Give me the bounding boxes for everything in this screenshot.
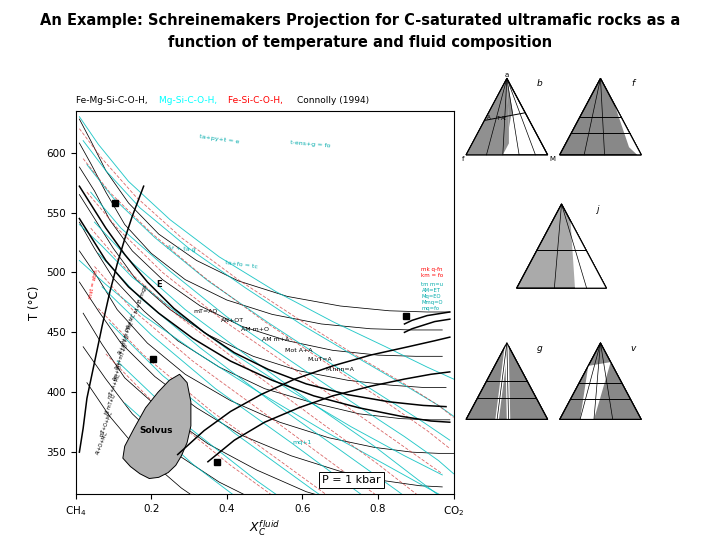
Text: ta+fo = tc: ta+fo = tc bbox=[225, 260, 258, 270]
Polygon shape bbox=[466, 78, 509, 155]
Text: M.uT=A: M.uT=A bbox=[307, 357, 332, 362]
Text: f: f bbox=[462, 156, 464, 161]
Text: f: f bbox=[631, 79, 634, 88]
Text: ta+py+t = e: ta+py+t = e bbox=[199, 134, 240, 145]
Text: P = 1 kbar: P = 1 kbar bbox=[323, 475, 381, 485]
Polygon shape bbox=[466, 78, 548, 155]
Text: At+O+MC: At+O+MC bbox=[95, 430, 109, 455]
Text: M mT+O: M mT+O bbox=[104, 393, 117, 415]
Text: M: M bbox=[549, 156, 555, 161]
Polygon shape bbox=[559, 78, 642, 155]
Text: AM m+A: AM m+A bbox=[262, 337, 289, 342]
Text: mT+A+MC: mT+A+MC bbox=[107, 373, 122, 400]
Text: j: j bbox=[595, 205, 598, 214]
Polygon shape bbox=[517, 204, 606, 288]
Text: Am+mT+O: Am+mT+O bbox=[114, 342, 130, 370]
Text: Mg-Si-C-O-H,: Mg-Si-C-O-H, bbox=[159, 96, 223, 105]
Text: tm m=u
AM=ET
Mq=EO
Mmq=O
mq=fo: tm m=u AM=ET Mq=EO Mmq=O mq=fo bbox=[421, 282, 444, 310]
Text: mT=AO: mT=AO bbox=[194, 309, 218, 314]
Text: E: E bbox=[156, 280, 161, 289]
Polygon shape bbox=[559, 78, 642, 155]
Text: a: a bbox=[505, 71, 509, 78]
Text: t-ens+g = fo: t-ens+g = fo bbox=[289, 140, 330, 149]
Text: At: At bbox=[501, 117, 507, 122]
Text: Connolly (1994): Connolly (1994) bbox=[297, 96, 369, 105]
Text: mk q-fn
km = fo: mk q-fn km = fo bbox=[421, 267, 444, 278]
Polygon shape bbox=[562, 204, 606, 288]
Polygon shape bbox=[123, 374, 191, 478]
Text: g: g bbox=[536, 344, 542, 353]
X-axis label: $X_{C}^{fluid}$: $X_{C}^{fluid}$ bbox=[249, 519, 280, 538]
Polygon shape bbox=[507, 78, 513, 128]
Text: Am+mT: Am+mT bbox=[112, 360, 125, 381]
Text: An Example: Schreinemakers Projection for C-saturated ultramafic rocks as a: An Example: Schreinemakers Projection fo… bbox=[40, 14, 680, 29]
Y-axis label: T (°C): T (°C) bbox=[27, 285, 40, 320]
Polygon shape bbox=[580, 362, 611, 420]
Text: mA+MC: mA+MC bbox=[124, 313, 137, 333]
Text: b: b bbox=[536, 79, 542, 88]
Text: T: T bbox=[495, 116, 499, 120]
Text: Ar + ta g: Ar + ta g bbox=[167, 245, 196, 252]
Polygon shape bbox=[600, 78, 642, 155]
Polygon shape bbox=[559, 343, 642, 420]
Text: AM m+O: AM m+O bbox=[241, 327, 269, 333]
Text: v: v bbox=[630, 344, 636, 353]
Polygon shape bbox=[466, 343, 548, 420]
Text: Fe-Si-C-O-H,: Fe-Si-C-O-H, bbox=[228, 96, 289, 105]
Polygon shape bbox=[517, 204, 606, 288]
Text: Solvus: Solvus bbox=[140, 426, 173, 435]
Text: Mot A+A: Mot A+A bbox=[285, 348, 312, 353]
Text: mst = atm: mst = atm bbox=[89, 269, 99, 300]
Text: A+m+MC: A+m+MC bbox=[120, 320, 135, 345]
Text: M+B mgs: M+B mgs bbox=[135, 284, 149, 314]
Text: mT+O+MC: mT+O+MC bbox=[99, 410, 114, 437]
Polygon shape bbox=[466, 343, 548, 420]
Text: A: A bbox=[487, 114, 490, 120]
Text: function of temperature and fluid composition: function of temperature and fluid compos… bbox=[168, 35, 552, 50]
Polygon shape bbox=[559, 343, 642, 420]
Text: AN+OT: AN+OT bbox=[221, 318, 244, 323]
Text: mq+1: mq+1 bbox=[293, 440, 312, 445]
Text: Fe-Mg-Si-C-O-H,: Fe-Mg-Si-C-O-H, bbox=[76, 96, 153, 105]
Text: M.nnn=A: M.nnn=A bbox=[325, 367, 355, 372]
Text: At+m+O: At+m+O bbox=[118, 333, 132, 355]
